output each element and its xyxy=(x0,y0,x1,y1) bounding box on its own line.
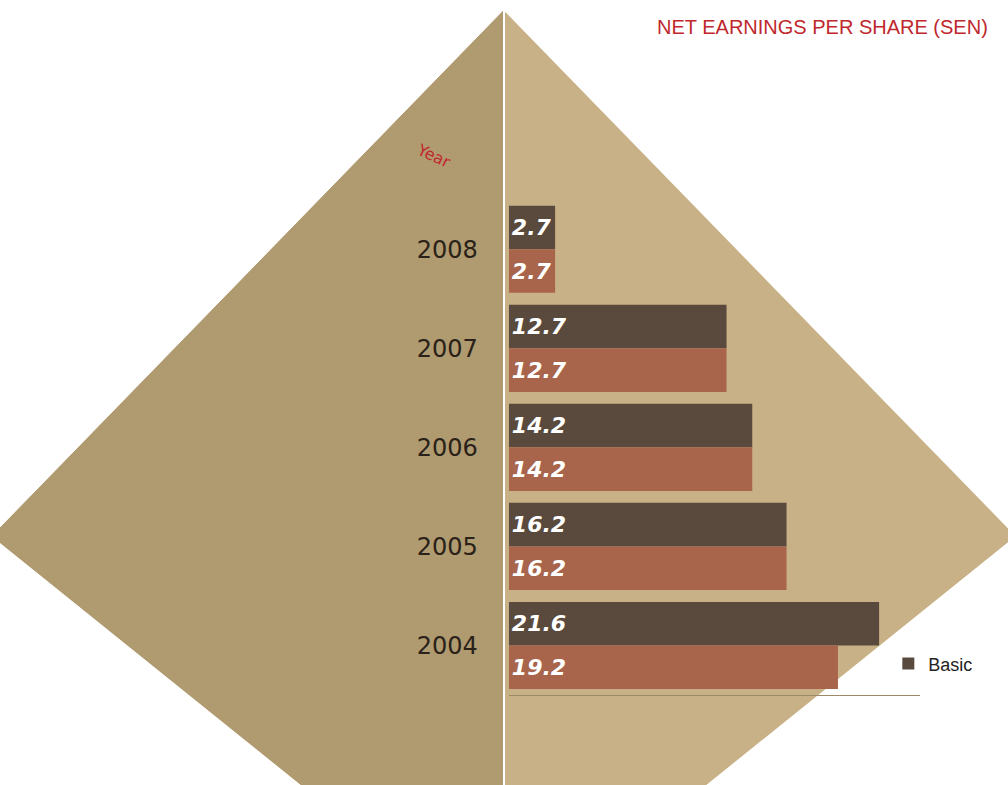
svg-text:2007: 2007 xyxy=(417,335,478,363)
svg-text:2006: 2006 xyxy=(417,434,478,462)
svg-text:16.2: 16.2 xyxy=(512,556,566,581)
svg-text:Basic: Basic xyxy=(928,655,972,675)
svg-text:14.2: 14.2 xyxy=(512,413,566,438)
svg-text:12.7: 12.7 xyxy=(512,314,567,339)
svg-text:2.7: 2.7 xyxy=(512,215,552,240)
svg-text:2005: 2005 xyxy=(417,533,478,561)
svg-text:19.2: 19.2 xyxy=(512,655,566,680)
svg-text:12.7: 12.7 xyxy=(512,358,567,383)
svg-text:2008: 2008 xyxy=(417,236,478,264)
svg-text:2004: 2004 xyxy=(417,632,478,660)
svg-text:2.7: 2.7 xyxy=(512,259,552,284)
svg-text:16.2: 16.2 xyxy=(512,512,566,537)
svg-text:21.6: 21.6 xyxy=(512,611,566,636)
svg-text:NET EARNINGS PER SHARE (SEN): NET EARNINGS PER SHARE (SEN) xyxy=(657,16,988,38)
svg-text:14.2: 14.2 xyxy=(512,457,566,482)
svg-text:Year: Year xyxy=(414,140,454,172)
